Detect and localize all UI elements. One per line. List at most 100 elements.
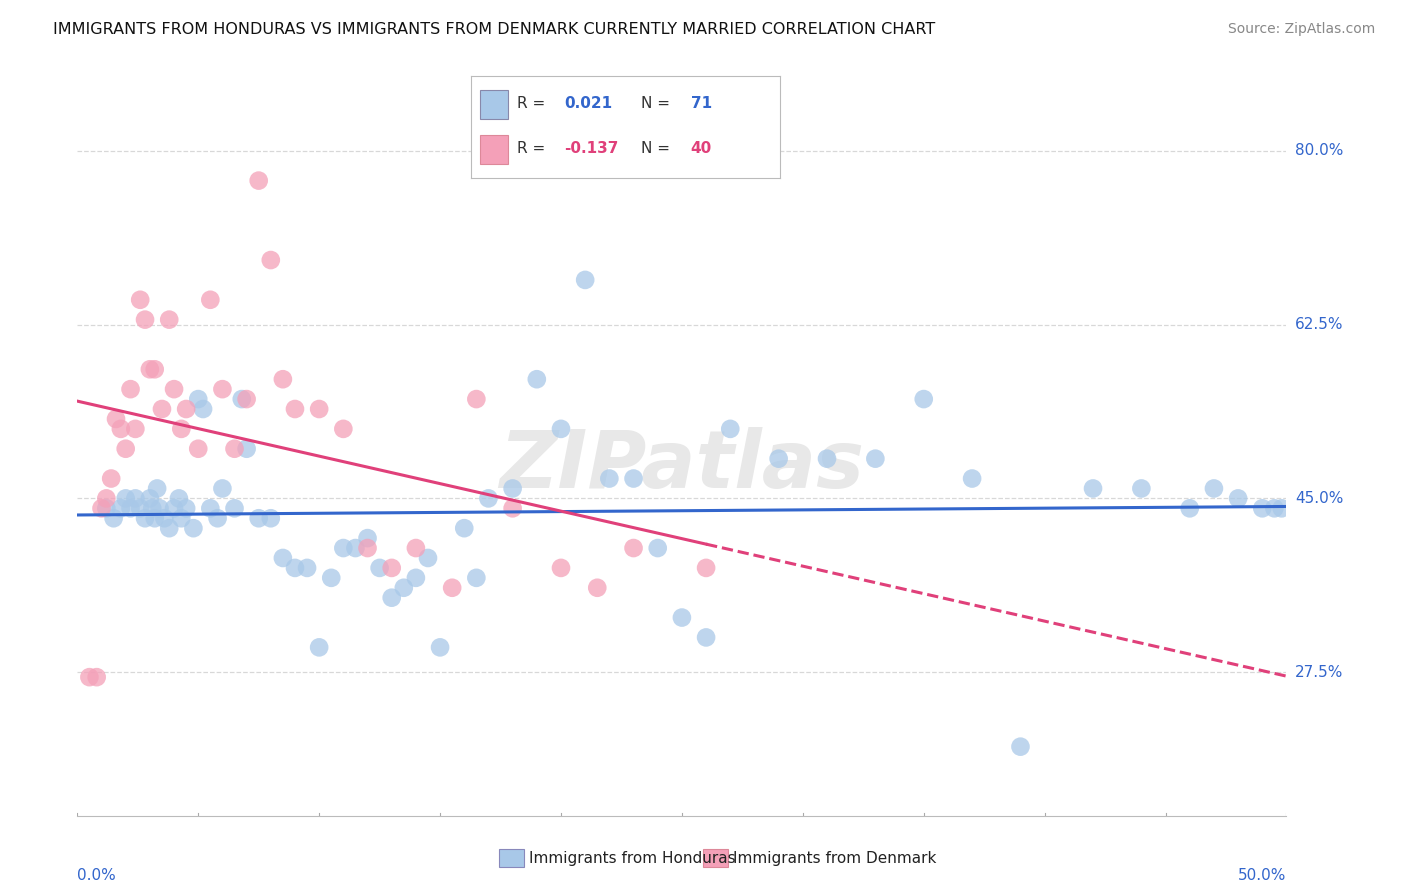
Point — [671, 610, 693, 624]
Point — [170, 422, 193, 436]
Point — [260, 511, 283, 525]
Point — [598, 471, 620, 485]
Point — [623, 471, 645, 485]
Point — [477, 491, 499, 506]
Point — [187, 392, 209, 406]
Point — [157, 312, 180, 326]
Point — [120, 501, 142, 516]
Text: 50.0%: 50.0% — [1239, 868, 1286, 883]
Bar — [481, 136, 508, 164]
Point — [768, 451, 790, 466]
Point — [271, 551, 294, 566]
Point — [86, 670, 108, 684]
Point — [79, 670, 101, 684]
Point — [405, 541, 427, 555]
Point — [183, 521, 205, 535]
Point — [623, 541, 645, 555]
Point — [271, 372, 294, 386]
Point — [295, 561, 318, 575]
Point — [90, 501, 112, 516]
Point — [647, 541, 669, 555]
Point — [224, 442, 246, 456]
Point — [815, 451, 838, 466]
Text: 27.5%: 27.5% — [1295, 665, 1343, 680]
Point — [100, 471, 122, 485]
Text: 0.0%: 0.0% — [77, 868, 117, 883]
Point — [381, 591, 404, 605]
Point — [465, 571, 488, 585]
Point — [235, 442, 257, 456]
Point — [284, 402, 307, 417]
Point — [114, 442, 136, 456]
Text: 45.0%: 45.0% — [1295, 491, 1343, 506]
Bar — [481, 90, 508, 119]
Point — [695, 631, 717, 645]
Point — [405, 571, 427, 585]
Point — [114, 491, 136, 506]
Point — [574, 273, 596, 287]
Point — [110, 422, 132, 436]
Point — [200, 501, 222, 516]
Point — [1010, 739, 1032, 754]
Point — [211, 482, 233, 496]
Point — [1081, 482, 1104, 496]
Point — [150, 402, 173, 417]
Point — [586, 581, 609, 595]
Point — [211, 382, 233, 396]
Point — [912, 392, 935, 406]
Point — [163, 382, 186, 396]
Point — [235, 392, 257, 406]
Text: 80.0%: 80.0% — [1295, 144, 1343, 158]
Point — [1251, 501, 1274, 516]
Point — [153, 511, 176, 525]
Point — [465, 392, 488, 406]
Text: N =: N = — [641, 96, 671, 111]
Point — [441, 581, 464, 595]
Point — [865, 451, 887, 466]
Point — [429, 640, 451, 655]
Point — [187, 442, 209, 456]
Text: 62.5%: 62.5% — [1295, 317, 1343, 332]
Point — [960, 471, 983, 485]
Point — [308, 402, 330, 417]
Text: 40: 40 — [690, 141, 711, 156]
Point — [321, 571, 343, 585]
Point — [392, 581, 415, 595]
Point — [139, 491, 162, 506]
Point — [356, 531, 378, 545]
Point — [231, 392, 253, 406]
Point — [200, 293, 222, 307]
Point — [550, 422, 572, 436]
Point — [174, 402, 197, 417]
Point — [1227, 491, 1250, 506]
Point — [502, 501, 524, 516]
Point — [550, 561, 572, 575]
Point — [260, 253, 283, 268]
Text: ZIPatlas: ZIPatlas — [499, 427, 865, 505]
Point — [143, 362, 166, 376]
Text: Immigrants from Honduras: Immigrants from Honduras — [529, 851, 735, 865]
Point — [453, 521, 475, 535]
Text: 0.021: 0.021 — [564, 96, 612, 111]
Point — [207, 511, 229, 525]
Point — [368, 561, 391, 575]
Point — [1202, 482, 1225, 496]
Point — [191, 402, 214, 417]
Text: N =: N = — [641, 141, 671, 156]
Text: R =: R = — [517, 141, 546, 156]
Point — [526, 372, 548, 386]
Point — [247, 511, 270, 525]
Point — [139, 362, 162, 376]
Point — [174, 501, 197, 516]
Point — [129, 293, 152, 307]
Point — [110, 501, 132, 516]
Point — [284, 561, 307, 575]
Point — [143, 511, 166, 525]
Point — [247, 173, 270, 187]
Point — [170, 511, 193, 525]
Text: IMMIGRANTS FROM HONDURAS VS IMMIGRANTS FROM DENMARK CURRENTLY MARRIED CORRELATIO: IMMIGRANTS FROM HONDURAS VS IMMIGRANTS F… — [53, 22, 935, 37]
Point — [129, 501, 152, 516]
Text: 71: 71 — [690, 96, 711, 111]
Point — [416, 551, 439, 566]
Point — [344, 541, 367, 555]
